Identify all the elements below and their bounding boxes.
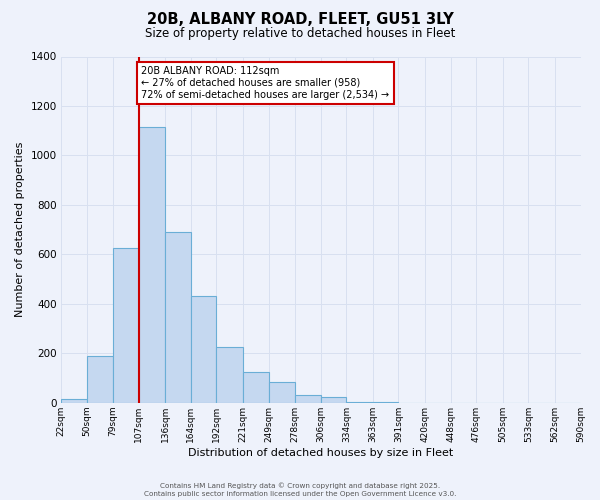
Bar [113, 248, 139, 403]
Bar [61, 399, 86, 403]
Bar [243, 372, 269, 403]
Bar [165, 232, 191, 403]
Bar [321, 398, 346, 403]
Text: Contains HM Land Registry data © Crown copyright and database right 2025.: Contains HM Land Registry data © Crown c… [160, 482, 440, 489]
Bar [191, 296, 217, 403]
Text: 20B, ALBANY ROAD, FLEET, GU51 3LY: 20B, ALBANY ROAD, FLEET, GU51 3LY [146, 12, 454, 28]
X-axis label: Distribution of detached houses by size in Fleet: Distribution of detached houses by size … [188, 448, 454, 458]
Bar [86, 356, 113, 403]
Text: 20B ALBANY ROAD: 112sqm
← 27% of detached houses are smaller (958)
72% of semi-d: 20B ALBANY ROAD: 112sqm ← 27% of detache… [142, 66, 389, 100]
Bar [217, 347, 243, 403]
Bar [373, 402, 398, 403]
Text: Size of property relative to detached houses in Fleet: Size of property relative to detached ho… [145, 28, 455, 40]
Bar [139, 127, 165, 403]
Bar [295, 396, 321, 403]
Y-axis label: Number of detached properties: Number of detached properties [15, 142, 25, 318]
Bar [269, 382, 295, 403]
Bar [346, 402, 373, 403]
Text: Contains public sector information licensed under the Open Government Licence v3: Contains public sector information licen… [144, 491, 456, 497]
